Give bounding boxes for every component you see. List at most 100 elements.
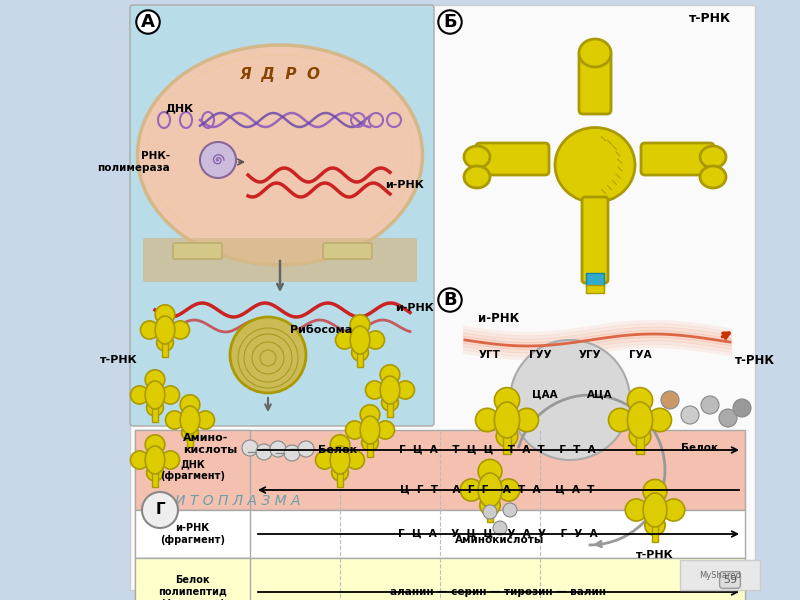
Circle shape xyxy=(498,479,520,501)
Ellipse shape xyxy=(146,381,165,409)
Ellipse shape xyxy=(180,406,200,434)
Bar xyxy=(135,558,745,600)
Circle shape xyxy=(362,434,378,451)
FancyBboxPatch shape xyxy=(143,238,417,282)
Circle shape xyxy=(130,386,149,404)
Circle shape xyxy=(146,464,163,481)
Circle shape xyxy=(380,365,400,385)
Ellipse shape xyxy=(494,402,520,438)
Circle shape xyxy=(701,396,719,414)
Bar xyxy=(130,5,755,590)
Circle shape xyxy=(162,386,179,404)
Circle shape xyxy=(483,505,497,519)
Ellipse shape xyxy=(146,446,165,474)
Circle shape xyxy=(494,388,520,413)
Ellipse shape xyxy=(627,402,653,438)
Text: Г  Ц  А    У  Ц  Ц    У  А  У    Г  У  А: Г Ц А У Ц Ц У А У Г У А xyxy=(398,529,598,539)
Circle shape xyxy=(661,391,679,409)
FancyBboxPatch shape xyxy=(641,143,714,175)
Text: Ц И Т О П Л А З М А: Ц И Т О П Л А З М А xyxy=(160,493,300,507)
Bar xyxy=(680,560,760,590)
Circle shape xyxy=(330,435,350,454)
Text: В: В xyxy=(443,291,457,309)
Circle shape xyxy=(376,421,394,439)
Circle shape xyxy=(346,451,365,469)
Text: Б: Б xyxy=(443,13,457,31)
Circle shape xyxy=(493,521,507,535)
Circle shape xyxy=(171,321,190,339)
Bar xyxy=(135,430,250,510)
Ellipse shape xyxy=(478,473,502,507)
Circle shape xyxy=(346,421,364,439)
Circle shape xyxy=(166,411,184,429)
FancyBboxPatch shape xyxy=(173,243,222,259)
Circle shape xyxy=(681,406,699,424)
Circle shape xyxy=(475,408,499,432)
Ellipse shape xyxy=(643,493,667,527)
Text: аланин — серин — тирозин — валин: аланин — серин — тирозин — валин xyxy=(390,587,606,597)
Ellipse shape xyxy=(700,166,726,188)
Text: Я  Д  Р  О: Я Д Р О xyxy=(239,67,321,82)
Circle shape xyxy=(627,388,653,413)
Text: и-РНК: и-РНК xyxy=(395,303,434,313)
Bar xyxy=(135,510,745,558)
Circle shape xyxy=(366,331,385,349)
Circle shape xyxy=(242,440,258,456)
Text: Рибосома: Рибосома xyxy=(290,325,352,335)
Ellipse shape xyxy=(360,416,380,444)
Circle shape xyxy=(630,425,651,447)
Bar xyxy=(586,273,604,287)
Ellipse shape xyxy=(138,45,422,265)
Text: ДНК
(фрагмент): ДНК (фрагмент) xyxy=(160,459,225,481)
Text: А: А xyxy=(141,13,155,31)
Ellipse shape xyxy=(464,166,490,188)
Circle shape xyxy=(351,344,368,361)
Circle shape xyxy=(662,499,685,521)
FancyBboxPatch shape xyxy=(323,243,372,259)
Text: т-РНК: т-РНК xyxy=(735,353,775,367)
Text: УГТ: УГТ xyxy=(479,350,501,360)
Circle shape xyxy=(284,445,300,461)
Text: Белок
полипептид
(фрагмент): Белок полипептид (фрагмент) xyxy=(158,575,227,600)
Bar xyxy=(135,558,250,600)
Text: ГУУ: ГУУ xyxy=(529,350,551,360)
Circle shape xyxy=(162,451,179,469)
Circle shape xyxy=(515,408,538,432)
Circle shape xyxy=(180,395,200,415)
Text: УГУ: УГУ xyxy=(578,350,602,360)
Circle shape xyxy=(270,441,286,457)
Bar xyxy=(135,510,250,558)
Bar xyxy=(387,403,393,416)
Text: Белок: Белок xyxy=(682,443,718,453)
Circle shape xyxy=(510,340,630,460)
Circle shape xyxy=(643,479,667,503)
Text: Г  Ц  А    Т  Ц  Ц    Т  А  Т    Г  Т  А: Г Ц А Т Ц Ц Т А Т Г Т А xyxy=(399,445,596,455)
Circle shape xyxy=(360,405,380,424)
Text: MyShared: MyShared xyxy=(699,571,741,580)
Circle shape xyxy=(496,425,518,447)
Bar xyxy=(637,436,643,454)
Bar xyxy=(162,343,168,356)
Circle shape xyxy=(396,381,414,399)
Circle shape xyxy=(200,142,236,178)
Text: т-РНК: т-РНК xyxy=(689,11,731,25)
Text: Аминокислоты: Аминокислоты xyxy=(455,535,545,545)
Ellipse shape xyxy=(700,146,726,168)
Circle shape xyxy=(480,495,500,515)
Ellipse shape xyxy=(555,127,635,202)
Circle shape xyxy=(230,317,306,393)
Bar xyxy=(187,433,193,446)
Circle shape xyxy=(719,409,737,427)
Text: т-РНК: т-РНК xyxy=(636,550,674,560)
Circle shape xyxy=(315,451,334,469)
Circle shape xyxy=(298,441,314,457)
Circle shape xyxy=(645,515,666,535)
Text: ЦАА: ЦАА xyxy=(532,390,558,400)
FancyBboxPatch shape xyxy=(476,143,549,175)
Circle shape xyxy=(332,464,349,481)
Circle shape xyxy=(130,451,149,469)
Circle shape xyxy=(196,411,214,429)
Circle shape xyxy=(648,408,671,432)
Circle shape xyxy=(335,331,354,349)
Ellipse shape xyxy=(330,446,350,474)
